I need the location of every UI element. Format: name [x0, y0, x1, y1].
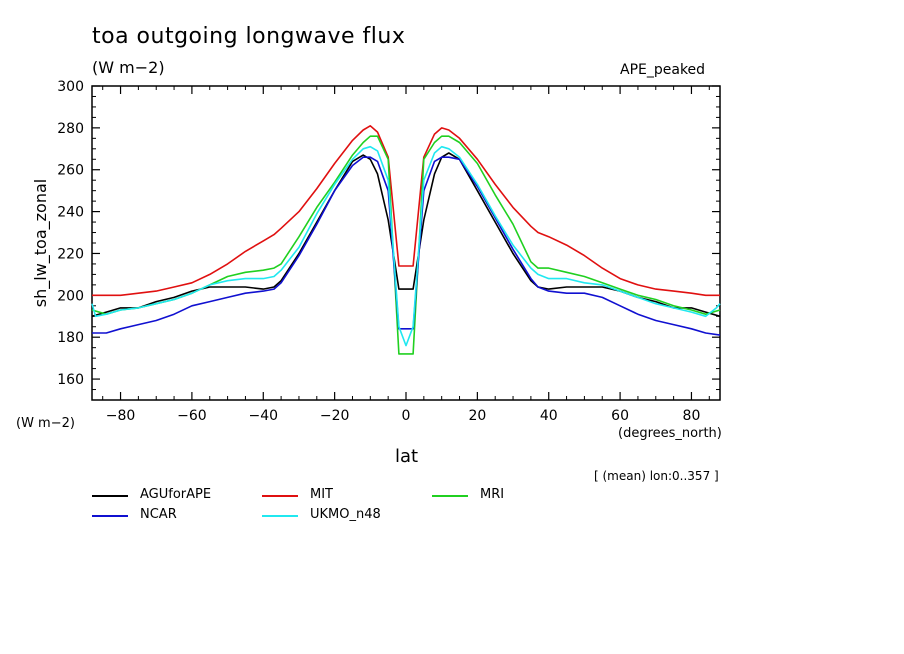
x-tick-label: −40	[248, 408, 278, 424]
y-tick-label: 260	[57, 163, 84, 179]
legend-swatch	[92, 495, 128, 497]
x-axis-units: (degrees_north)	[618, 426, 722, 441]
x-tick-label: −20	[320, 408, 350, 424]
legend-label: AGUforAPE	[140, 487, 212, 502]
plot-frame	[91, 85, 721, 401]
averaging-note: [ (mean) lon:0..357 ]	[594, 469, 719, 483]
x-tick-label: 80	[683, 408, 701, 424]
legend-swatch	[262, 495, 298, 497]
legend-label: NCAR	[140, 507, 177, 522]
x-tick-label: 0	[402, 408, 411, 424]
series-line-ncar	[92, 156, 721, 336]
x-tick-label: −60	[177, 408, 207, 424]
series-line-aguforape	[91, 152, 721, 318]
series-line-ukmo-n48	[91, 145, 721, 347]
legend-swatch	[92, 515, 128, 517]
legend-swatch	[432, 495, 468, 497]
y-axis-label: sh_lw_toa_zonal	[31, 179, 51, 307]
y-tick-label: 300	[57, 79, 84, 95]
y-tick-label: 180	[57, 330, 84, 346]
chart-title: toa outgoing longwave flux	[92, 24, 406, 49]
x-tick-label: 20	[468, 408, 486, 424]
legend-label: UKMO_n48	[310, 507, 381, 522]
y-tick-label: 160	[57, 372, 84, 388]
x-axis-label: lat	[395, 446, 419, 467]
y-tick-label: 280	[57, 121, 84, 137]
x-tick-label: −80	[106, 408, 136, 424]
series-line-mit	[92, 125, 720, 297]
y-tick-label: 240	[57, 205, 84, 221]
x-tick-label: 60	[611, 408, 629, 424]
legend-label: MRI	[480, 487, 505, 502]
y-axis-units: (W m−2)	[16, 416, 75, 431]
x-tick-label: 40	[540, 408, 558, 424]
series-line-mri	[91, 135, 721, 355]
experiment-label: APE_peaked	[620, 62, 706, 78]
series-layer	[91, 125, 721, 355]
legend-swatch	[262, 515, 298, 517]
y-tick-label: 220	[57, 246, 84, 262]
axis-ticks: −80 −60 −40 −20 0 20 40 60 80 160 180 200 220 240 260 2…	[57, 79, 720, 424]
chart-units: (W m−2)	[92, 58, 165, 77]
legend-label: MIT	[310, 487, 333, 502]
y-tick-label: 200	[57, 288, 84, 304]
